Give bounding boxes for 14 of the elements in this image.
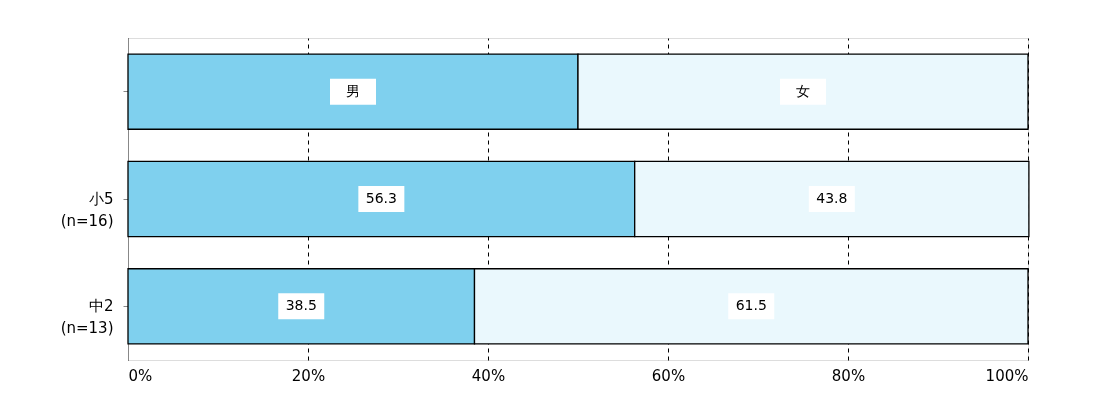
data-label: 61.5	[735, 297, 767, 314]
x-tick-label: 40%	[471, 366, 506, 385]
y-tick-label: 中2 (n=13)	[60, 297, 114, 338]
data-label: 女	[796, 82, 810, 99]
x-tick-label: 60%	[651, 366, 686, 385]
data-label: 56.3	[365, 190, 397, 206]
data-label: 男	[346, 82, 360, 99]
y-tick-label: 小5 (n=16)	[60, 190, 114, 230]
x-tick-label: 0%	[128, 366, 153, 385]
x-tick-label: 20%	[291, 366, 326, 385]
data-label: 43.8	[816, 190, 848, 206]
x-tick-label: 100%	[985, 366, 1029, 385]
data-label: 38.5	[285, 297, 317, 314]
x-tick-label: 80%	[831, 366, 866, 385]
